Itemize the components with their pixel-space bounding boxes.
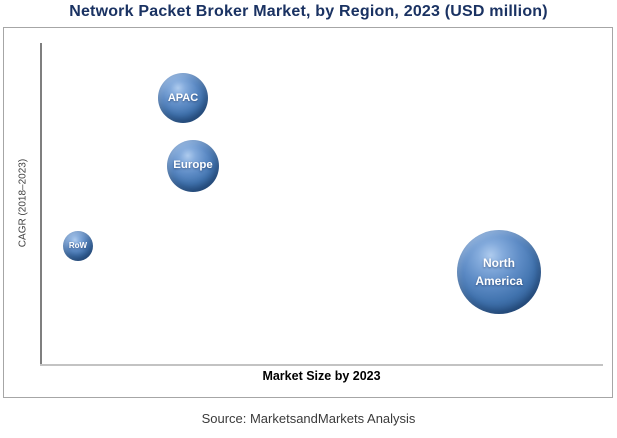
bubble-apac: APAC <box>158 73 208 123</box>
chart-title: Network Packet Broker Market, by Region,… <box>69 3 548 20</box>
bubble-north-america: North America <box>457 230 541 314</box>
x-axis-line <box>40 364 603 366</box>
y-axis-line <box>40 43 42 365</box>
bubble-region-label: North <box>483 256 515 270</box>
bubble-region-label: APAC <box>167 91 199 104</box>
bubble-row: RoW <box>63 231 93 261</box>
bubble-region-label: RoW <box>68 241 88 250</box>
bubble-europe: Europe <box>167 140 219 192</box>
bubble-region-label: America <box>475 274 523 288</box>
x-axis-label: Market Size by 2023 <box>262 369 381 383</box>
bubble-region-label: Europe <box>173 159 213 172</box>
y-axis-label: CAGR (2018–2023) <box>17 158 29 248</box>
plot-area: CAGR (2018–2023) Market Size by 2023 APA… <box>3 27 613 398</box>
source-text: Source: MarketsandMarkets Analysis <box>201 411 416 426</box>
